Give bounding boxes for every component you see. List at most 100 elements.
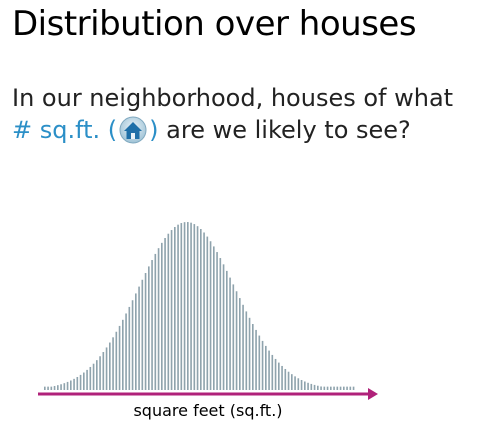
histogram-bar <box>336 386 339 390</box>
histogram-bar <box>287 371 290 390</box>
histogram-bar <box>183 222 186 390</box>
question-line-2: # sq.ft. ( ) are we likely to see? <box>12 114 453 146</box>
histogram-bar <box>63 383 66 390</box>
histogram-bar <box>151 260 153 390</box>
histogram-bar <box>115 331 118 390</box>
histogram-bar <box>203 232 205 390</box>
histogram-bar <box>105 347 108 390</box>
histogram-bar <box>86 369 88 390</box>
histogram-bar <box>291 374 293 390</box>
histogram-bar <box>213 246 215 390</box>
histogram-bar <box>60 384 62 390</box>
histogram-bar <box>258 335 261 390</box>
question-text: In our neighborhood, houses of what # sq… <box>12 82 453 146</box>
histogram-bar <box>268 350 270 390</box>
question-line-2-rest: are we likely to see? <box>158 116 411 144</box>
histogram-bar <box>352 386 355 390</box>
histogram-bar <box>242 304 244 390</box>
histogram-bar <box>265 345 267 390</box>
question-line-1: In our neighborhood, houses of what <box>12 84 454 112</box>
histogram-bar <box>339 386 342 390</box>
histogram-bar <box>170 230 173 390</box>
histogram-bar <box>239 298 241 390</box>
histogram-bar <box>148 266 150 390</box>
histogram-bar <box>70 380 72 390</box>
histogram-bar <box>79 374 82 390</box>
histogram-bar <box>125 313 127 390</box>
histogram-bar <box>219 258 222 390</box>
histogram-bar <box>53 385 56 390</box>
histogram-bar <box>50 386 53 390</box>
histogram-bar <box>167 233 170 390</box>
histogram-bar <box>131 300 134 390</box>
histogram-bar <box>92 363 95 390</box>
histogram-bar <box>248 317 251 390</box>
histogram-bar <box>310 383 313 390</box>
histogram-bar <box>66 381 69 390</box>
histogram-bar <box>118 325 121 390</box>
histogram-bar <box>278 362 280 390</box>
histogram-bar <box>330 386 332 390</box>
histogram-bar <box>297 378 300 390</box>
histogram-bar <box>284 368 287 390</box>
histogram-bar <box>281 365 283 390</box>
histogram-bar <box>245 311 248 390</box>
histogram-bar <box>300 379 303 390</box>
histogram-bar <box>190 222 192 390</box>
histogram-bar <box>196 226 199 390</box>
histogram-bar <box>44 386 46 390</box>
histogram-bar <box>174 227 176 390</box>
histogram-bar <box>252 324 254 390</box>
histogram-bar <box>261 340 264 390</box>
slide-title: Distribution over houses <box>12 4 417 44</box>
house-icon <box>118 116 148 144</box>
histogram-bar <box>102 352 105 390</box>
histogram-bar <box>154 253 157 390</box>
histogram-bar <box>122 319 124 390</box>
histogram-bar <box>96 360 98 390</box>
histogram-bar <box>232 284 235 390</box>
histogram-bar <box>73 378 75 390</box>
histogram-bar <box>343 386 345 390</box>
sqft-label: # sq.ft. ( <box>12 116 118 144</box>
histogram-bar <box>89 366 92 390</box>
histogram-bar <box>109 342 111 390</box>
histogram-bar <box>216 252 218 390</box>
histogram-bar <box>226 270 228 390</box>
histogram-bar <box>144 273 147 390</box>
histogram-bar <box>193 224 196 390</box>
histogram-bar <box>229 277 231 390</box>
histogram-bar <box>349 386 352 390</box>
histogram-bar <box>99 356 101 390</box>
sqft-label-close: ) <box>149 116 159 144</box>
histogram-bar <box>177 224 179 390</box>
histogram-bar <box>333 386 335 390</box>
histogram-bar <box>323 386 326 390</box>
x-axis-label: square feet (sq.ft.) <box>133 401 282 420</box>
histogram-bar <box>187 222 189 390</box>
histogram-bar <box>128 306 131 390</box>
histogram-chart: square feet (sq.ft.) <box>38 222 378 420</box>
histogram-bar <box>209 241 212 390</box>
histogram-bar <box>141 279 144 390</box>
histogram-bar <box>235 291 238 390</box>
histogram-bar <box>76 376 79 390</box>
histogram-bar <box>271 354 274 390</box>
histogram-bar <box>317 385 319 390</box>
histogram-bar <box>222 264 225 390</box>
histogram-bar <box>206 236 209 390</box>
histogram-bar <box>112 337 114 390</box>
histogram-bar <box>304 381 306 390</box>
histogram-bars <box>44 222 355 390</box>
histogram-bar <box>346 386 348 390</box>
histogram-bar <box>83 372 85 390</box>
histogram-bar <box>157 248 160 390</box>
histogram-bar <box>138 286 140 390</box>
histogram-bar <box>200 229 202 390</box>
histogram-bar <box>255 329 257 390</box>
histogram-bar <box>326 386 329 390</box>
histogram-bar <box>47 386 49 390</box>
x-axis-arrowhead <box>368 388 378 400</box>
histogram-bar <box>274 358 277 390</box>
histogram-bar <box>320 386 322 390</box>
